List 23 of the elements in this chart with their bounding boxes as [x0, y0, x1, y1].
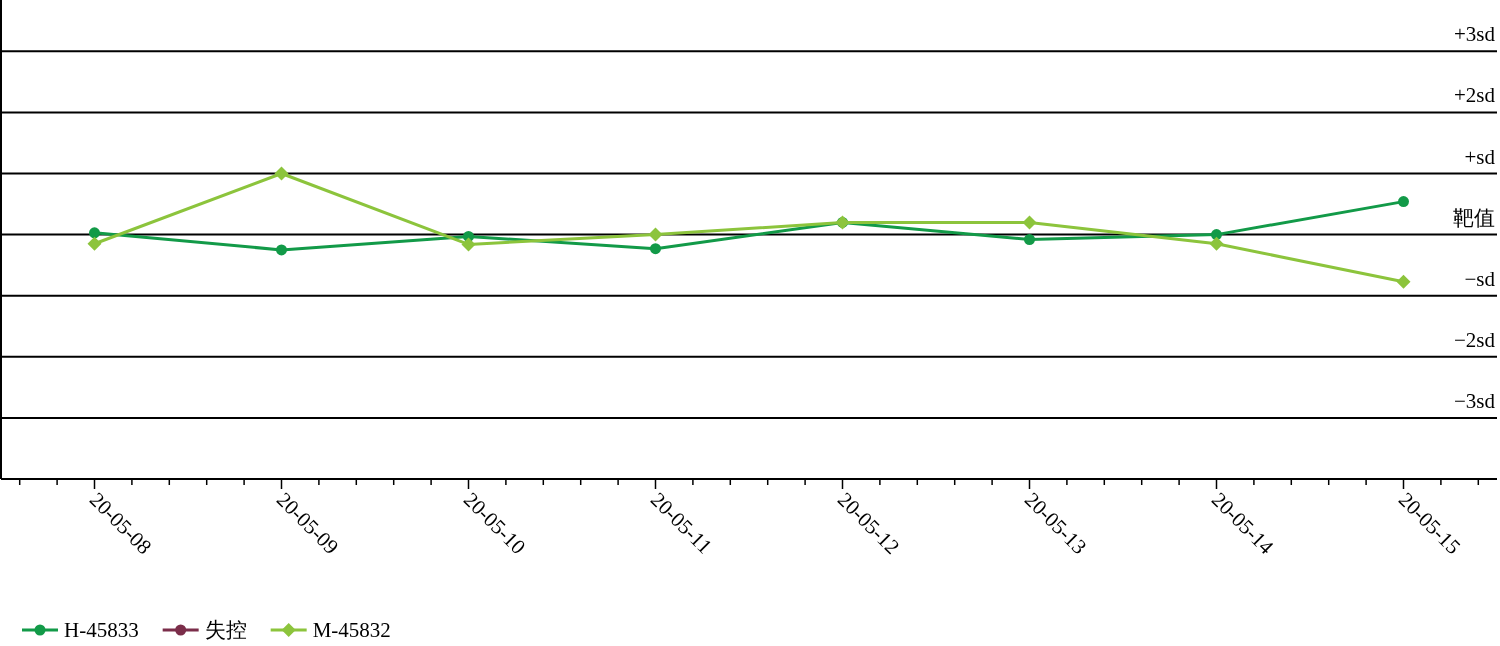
legend-label: H-45833 [64, 618, 139, 642]
point [650, 243, 661, 255]
point [276, 244, 287, 256]
ref-line-label: +2sd [1453, 83, 1496, 108]
point [648, 227, 663, 242]
ref-line-label: −sd [1464, 266, 1496, 291]
point [1024, 234, 1035, 245]
legend-label: 失控 [204, 618, 247, 642]
point [1022, 215, 1037, 230]
point [274, 166, 289, 181]
ref-line-label: +3sd [1453, 22, 1496, 47]
point [1396, 274, 1411, 289]
point [89, 227, 100, 239]
ref-line-label: +sd [1464, 144, 1496, 169]
point [1209, 236, 1224, 251]
ref-line-label: −3sd [1453, 388, 1496, 413]
point [461, 237, 476, 252]
ref-line-label: 靶值 [1453, 205, 1495, 230]
point [1398, 196, 1409, 208]
legend-label: M-45832 [312, 618, 391, 642]
point [1211, 229, 1222, 241]
ref-line-label: −2sd [1453, 327, 1496, 352]
point [87, 236, 102, 251]
